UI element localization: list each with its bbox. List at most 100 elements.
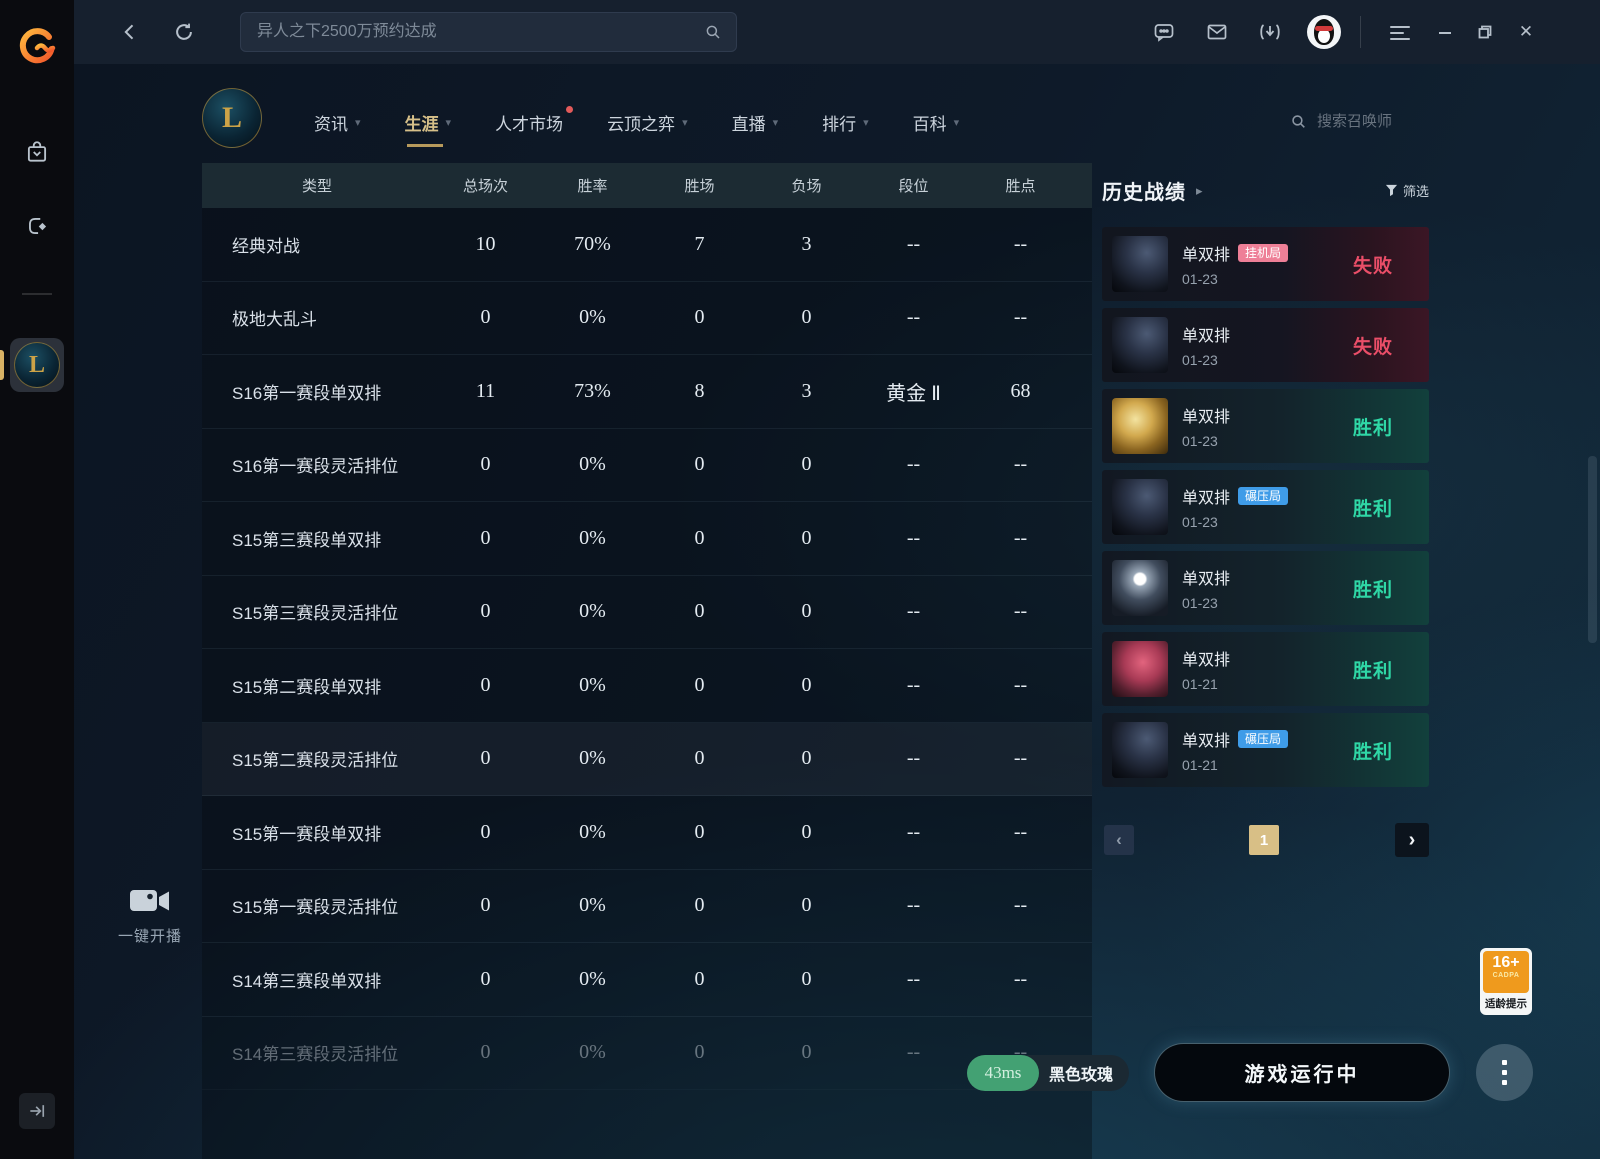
- match-tag-badge: 碾压局: [1238, 730, 1289, 748]
- back-button[interactable]: [116, 18, 144, 46]
- nav-tab-4[interactable]: 云顶之弈 ▾: [607, 110, 688, 135]
- refresh-button[interactable]: [170, 18, 198, 46]
- row-cell: 0: [694, 967, 705, 990]
- next-page-button[interactable]: ›: [1395, 823, 1429, 857]
- queue-label: 单双排: [1182, 733, 1231, 750]
- row-cell: 0%: [579, 526, 606, 549]
- summoner-search-input[interactable]: [1315, 111, 1518, 131]
- table-row[interactable]: S15第一赛段灵活排位 0 0% 0 0 -- --: [202, 870, 1092, 943]
- nav-tab-6[interactable]: 排行 ▾: [822, 110, 869, 135]
- top-bar: ✕: [74, 0, 1600, 64]
- row-cell: --: [906, 453, 921, 476]
- table-row[interactable]: S15第二赛段单双排 0 0% 0 0 -- --: [202, 649, 1092, 723]
- nav-tab-1[interactable]: 资讯 ▾: [314, 110, 361, 135]
- maximize-restore-button[interactable]: [1471, 18, 1499, 46]
- nav-tab-3[interactable]: 人才市场: [495, 105, 574, 135]
- one-key-broadcast-button[interactable]: 一键开播: [102, 886, 198, 946]
- match-info: 单双排 01-23: [1182, 322, 1230, 368]
- row-cell: --: [906, 894, 921, 917]
- queue-label: 单双排: [1182, 328, 1231, 345]
- user-avatar[interactable]: [1307, 15, 1341, 49]
- match-item[interactable]: 单双排 01-23 胜利: [1102, 551, 1429, 625]
- table-row[interactable]: S16第一赛段单双排 11 73% 8 3 黄金 Ⅱ 68: [202, 355, 1092, 429]
- row-type-label: S14第三赛段灵活排位: [232, 1045, 399, 1065]
- sidebar-item-lol[interactable]: L: [10, 338, 64, 392]
- global-search-box[interactable]: [240, 12, 737, 52]
- row-cell: 0%: [579, 306, 606, 329]
- match-info-row: 单双排: [1182, 322, 1230, 346]
- prev-page-button[interactable]: ‹: [1104, 825, 1134, 855]
- game-running-button[interactable]: 游戏运行中: [1154, 1043, 1450, 1102]
- collapse-sidebar-button[interactable]: [19, 1093, 55, 1129]
- table-row[interactable]: S16第一赛段灵活排位 0 0% 0 0 -- --: [202, 429, 1092, 502]
- row-cell: 黄金 Ⅱ: [886, 382, 941, 405]
- row-cell: --: [1013, 306, 1028, 329]
- summoner-search-box[interactable]: [1290, 105, 1518, 137]
- game-library-icon[interactable]: [24, 213, 50, 239]
- download-manager-icon[interactable]: [1256, 18, 1284, 46]
- match-item[interactable]: 单双排 01-21 胜利: [1102, 632, 1429, 706]
- row-cell: 0: [480, 747, 491, 770]
- topbar-divider: [1360, 16, 1361, 48]
- row-cell: 0%: [579, 894, 606, 917]
- row-cell: --: [906, 306, 921, 329]
- table-body: 经典对战 10 70% 7 3 -- -- 极地大乱斗 0 0% 0 0 -- -- S16第一赛段单双排 1…: [202, 208, 1092, 1090]
- chat-icon[interactable]: [1150, 18, 1178, 46]
- chevron-right-icon[interactable]: ▸: [1196, 182, 1203, 198]
- history-title: 历史战绩: [1102, 182, 1186, 204]
- nav-tabs: 资讯 ▾ 生涯 ▾ 人才市场 云顶之弈 ▾ 直播 ▾ 排行 ▾ 百科 ▾: [314, 104, 960, 147]
- match-item[interactable]: 单双排 挂机局 01-23 失败: [1102, 227, 1429, 301]
- row-cell: 0: [801, 526, 812, 549]
- champion-avatar: [1112, 722, 1168, 778]
- store-bag-icon[interactable]: [24, 139, 50, 165]
- funnel-icon: [1385, 184, 1398, 197]
- nav-tab-7[interactable]: 百科 ▾: [913, 110, 960, 135]
- table-row[interactable]: S15第三赛段单双排 0 0% 0 0 -- --: [202, 502, 1092, 576]
- match-item[interactable]: 单双排 碾压局 01-23 胜利: [1102, 470, 1429, 544]
- tab-label: 百科: [912, 114, 947, 134]
- table-row[interactable]: S15第一赛段单双排 0 0% 0 0 -- --: [202, 796, 1092, 870]
- server-name: 黑色玫瑰: [1049, 1067, 1114, 1084]
- table-row[interactable]: S15第三赛段灵活排位 0 0% 0 0 -- --: [202, 576, 1092, 649]
- row-cell: 0: [480, 600, 491, 623]
- filter-button[interactable]: 筛选: [1385, 181, 1429, 200]
- row-cell: 0: [801, 600, 812, 623]
- wegame-logo-icon[interactable]: [17, 26, 57, 66]
- mail-icon[interactable]: [1203, 18, 1231, 46]
- nav-tab-5[interactable]: 直播 ▾: [732, 110, 779, 135]
- match-result: 失败: [1352, 336, 1393, 358]
- global-search-input[interactable]: [255, 22, 704, 42]
- row-cell: 0: [801, 306, 812, 329]
- main-menu-icon[interactable]: [1390, 18, 1418, 46]
- table-row[interactable]: S14第三赛段单双排 0 0% 0 0 -- --: [202, 943, 1092, 1017]
- match-info: 单双排 碾压局 01-23: [1182, 484, 1289, 530]
- search-icon[interactable]: [704, 23, 722, 41]
- row-type-label: S15第一赛段灵活排位: [232, 898, 399, 918]
- scrollbar-thumb[interactable]: [1588, 456, 1597, 643]
- table-row[interactable]: 经典对战 10 70% 7 3 -- --: [202, 208, 1092, 282]
- match-item[interactable]: 单双排 碾压局 01-21 胜利: [1102, 713, 1429, 787]
- history-pagination: ‹ 1 ›: [1102, 823, 1429, 857]
- close-button[interactable]: ✕: [1518, 22, 1534, 41]
- queue-label: 单双排: [1182, 571, 1231, 588]
- broadcast-label: 一键开播: [117, 928, 182, 945]
- match-item[interactable]: 单双排 01-23 胜利: [1102, 389, 1429, 463]
- server-status-pill: 43ms 黑色玫瑰: [967, 1055, 1130, 1091]
- row-cell: --: [906, 232, 921, 255]
- match-info: 单双排 碾压局 01-21: [1182, 727, 1289, 773]
- nav-tab-2[interactable]: 生涯 ▾: [405, 110, 451, 147]
- row-cell: 0: [694, 1041, 705, 1064]
- row-cell: 0: [480, 820, 491, 843]
- table-row[interactable]: S15第二赛段灵活排位 0 0% 0 0 -- --: [202, 722, 1092, 796]
- lol-game-logo-icon[interactable]: L: [202, 88, 262, 148]
- current-page-button[interactable]: 1: [1249, 825, 1279, 855]
- match-info-row: 单双排: [1182, 565, 1230, 589]
- match-history-panel: 历史战绩 ▸ 筛选 单双排 挂机局 01-23 失败 单双排 01-23 失败 单双排 01-2…: [1102, 164, 1429, 864]
- minimize-button[interactable]: [1431, 18, 1459, 46]
- more-options-button[interactable]: [1476, 1044, 1533, 1101]
- table-row[interactable]: 极地大乱斗 0 0% 0 0 -- --: [202, 282, 1092, 355]
- row-cell: 0: [694, 894, 705, 917]
- table-row[interactable]: S14第三赛段灵活排位 0 0% 0 0 -- --: [202, 1017, 1092, 1090]
- match-item[interactable]: 单双排 01-23 失败: [1102, 308, 1429, 382]
- match-info: 单双排 01-23: [1182, 565, 1230, 611]
